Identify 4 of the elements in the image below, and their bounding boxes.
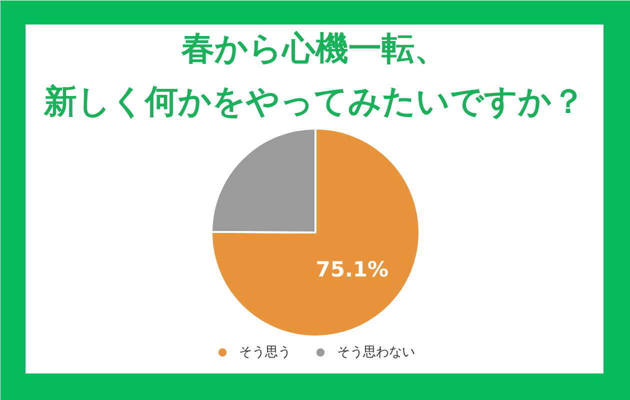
legend-label: そう思わない	[337, 344, 415, 361]
chart-title: 春から心機一転、新しく何かをやってみたいですか？	[43, 28, 585, 120]
data-label: 75.1%	[316, 257, 389, 282]
legend-label: そう思う	[239, 344, 291, 361]
